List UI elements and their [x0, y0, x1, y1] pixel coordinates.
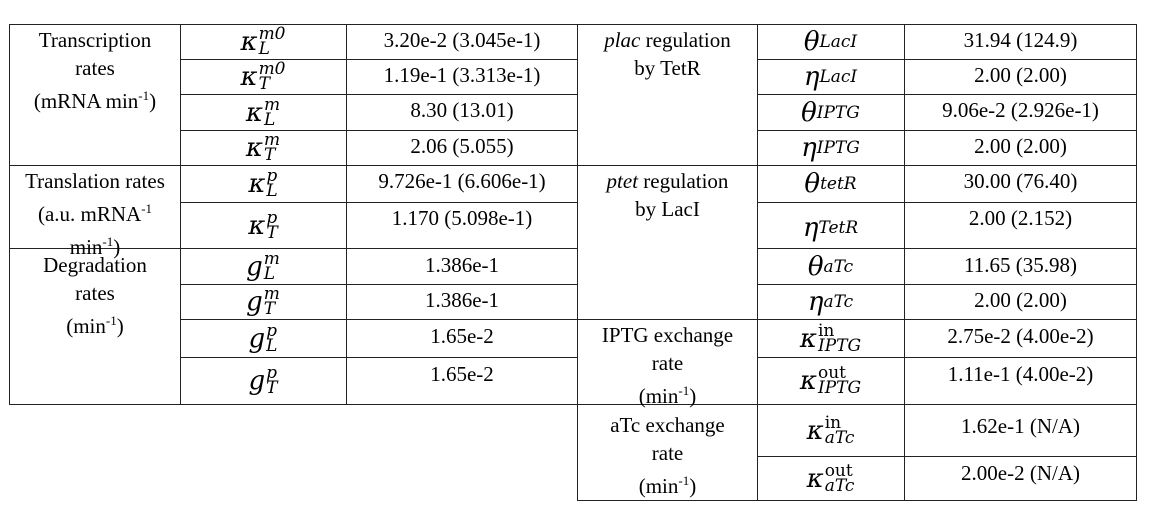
rule: [577, 24, 578, 501]
rule: [9, 24, 577, 25]
rule: [180, 24, 181, 405]
parameter-value: 1.65e-2: [430, 362, 494, 386]
parameter-symbol: κ in aTc: [806, 413, 855, 448]
group-label: plac regulation by TetR: [604, 28, 731, 80]
parameter-symbol: θ tetR: [804, 169, 857, 199]
parameter-value: 1.386e-1: [424, 253, 500, 277]
parameter-symbol: θ aTc: [807, 251, 854, 282]
parameter-symbol: η IPTG: [801, 133, 860, 163]
parameter-symbol: κ out aTc: [806, 460, 855, 496]
rule: [180, 130, 577, 131]
rule: [757, 284, 1137, 285]
rule: [757, 94, 1137, 95]
rule: [577, 165, 1137, 166]
rule: [9, 165, 577, 166]
parameter-symbol: η TetR: [802, 213, 859, 243]
parameter-value: 2.00 (2.00): [974, 134, 1067, 158]
rule: [757, 456, 1137, 457]
parameter-value: 2.06 (5.055): [410, 134, 514, 158]
parameter-value: 9.06e-2 (2.926e-1): [942, 98, 1099, 122]
parameter-value: 1.170 (5.098e-1): [391, 206, 533, 230]
parameter-value: 2.00e-2 (N/A): [961, 461, 1080, 485]
parameter-value: 1.65e-2: [430, 324, 494, 348]
rule: [577, 404, 1137, 405]
parameter-symbol: θ IPTG: [801, 97, 860, 128]
parameter-symbol: η aTc: [807, 287, 854, 317]
rule: [757, 202, 1137, 203]
rule: [9, 404, 577, 405]
parameter-value: 8.30 (13.01): [410, 98, 514, 122]
rule: [757, 24, 758, 501]
parameter-symbol: κ m0 T: [240, 59, 286, 94]
parameter-value: 31.94 (124.9): [963, 28, 1078, 52]
rule: [904, 24, 905, 501]
rule: [757, 357, 1137, 358]
parameter-value: 1.11e-1 (4.00e-2): [947, 362, 1094, 386]
group-label: IPTG exchange rate (min-1): [601, 323, 734, 408]
parameter-value: 2.75e-2 (4.00e-2): [947, 324, 1094, 348]
rule: [180, 59, 577, 60]
rule: [9, 248, 577, 249]
rule: [180, 284, 577, 285]
group-label: Degradation rates (min-1): [43, 253, 147, 338]
rule: [577, 500, 1137, 501]
rule: [1136, 24, 1137, 501]
rule: [9, 24, 10, 405]
rule: [180, 202, 577, 203]
parameter-value: 1.19e-1 (3.313e-1): [383, 63, 541, 87]
group-label: Translation rates (a.u. mRNA-1 min-1): [25, 169, 165, 259]
rule: [757, 130, 1137, 131]
rule: [346, 24, 347, 405]
rule: [180, 319, 577, 320]
parameter-symbol: θ LacI: [803, 27, 858, 57]
group-label: aTc exchange rate (min-1): [610, 413, 725, 498]
rule: [757, 248, 1137, 249]
parameter-symbol: κ out IPTG: [799, 363, 862, 398]
rule: [180, 94, 577, 95]
parameter-symbol: κ in IPTG: [799, 320, 862, 356]
parameter-value: 2.00 (2.00): [974, 63, 1067, 87]
parameter-value: 9.726e-1 (6.606e-1): [378, 169, 546, 193]
rule: [757, 59, 1137, 60]
parameter-value: 30.00 (76.40): [963, 169, 1078, 193]
parameter-value: 2.00 (2.152): [968, 206, 1073, 230]
rule: [577, 319, 1137, 320]
parameter-value: 1.386e-1: [424, 288, 500, 312]
parameter-value: 2.00 (2.00): [974, 288, 1067, 312]
rule: [180, 357, 577, 358]
parameter-symbol: η LacI: [803, 62, 858, 92]
rule: [577, 24, 1137, 25]
group-label: Transcription rates (mRNA min-1): [33, 28, 157, 113]
parameter-value: 1.62e-1 (N/A): [961, 414, 1080, 438]
parameter-value: 3.20e-2 (3.045e-1): [383, 28, 541, 52]
parameter-symbol: κ m0 L: [240, 24, 286, 59]
group-label: ptet regulation by LacI: [606, 169, 729, 221]
parameter-value: 11.65 (35.98): [964, 253, 1077, 277]
